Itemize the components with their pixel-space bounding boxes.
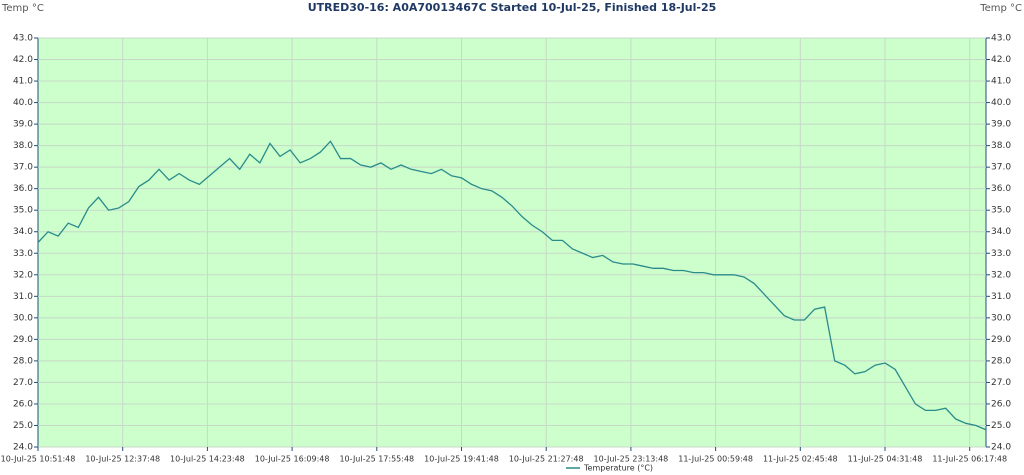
y-tick-label: 39.0 bbox=[13, 120, 33, 130]
x-tick-label: 11-Jul-25 00:59:48 bbox=[678, 455, 753, 464]
y-axis-title: Temp °C bbox=[1, 3, 44, 14]
y2-tick-label: 43.0 bbox=[991, 34, 1011, 44]
y-tick-label: 26.0 bbox=[13, 399, 33, 409]
y-tick-label: 31.0 bbox=[13, 292, 33, 302]
y-tick-label: 24.0 bbox=[13, 443, 33, 453]
x-tick-label: 10-Jul-25 12:37:48 bbox=[85, 455, 160, 464]
y2-tick-label: 30.0 bbox=[991, 313, 1011, 323]
y2-tick-label: 40.0 bbox=[991, 98, 1011, 108]
y-tick-label: 36.0 bbox=[13, 184, 33, 194]
y2-tick-label: 25.0 bbox=[991, 421, 1011, 431]
y2-tick-label: 39.0 bbox=[991, 120, 1011, 130]
y2-tick-label: 32.0 bbox=[991, 270, 1011, 280]
plot-area bbox=[37, 37, 987, 448]
chart-title: UTRED30-16: A0A70013467C Started 10-Jul-… bbox=[308, 1, 717, 14]
x-tick-label: 11-Jul-25 06:17:48 bbox=[932, 455, 1007, 464]
y-tick-label: 32.0 bbox=[13, 270, 33, 280]
y-tick-label: 40.0 bbox=[13, 98, 33, 108]
y-tick-label: 42.0 bbox=[13, 55, 33, 65]
y-tick-label: 33.0 bbox=[13, 249, 33, 259]
y2-tick-label: 36.0 bbox=[991, 184, 1011, 194]
x-tick-label: 10-Jul-25 21:27:48 bbox=[509, 455, 584, 464]
temperature-line bbox=[37, 140, 987, 431]
y-tick-label: 30.0 bbox=[13, 313, 33, 323]
y2-tick-label: 26.0 bbox=[991, 399, 1011, 409]
y2-tick-label: 35.0 bbox=[991, 206, 1011, 216]
y2-tick-label: 42.0 bbox=[991, 55, 1011, 65]
y2-tick-label: 31.0 bbox=[991, 292, 1011, 302]
y-tick-label: 41.0 bbox=[13, 77, 33, 87]
y2-tick-label: 41.0 bbox=[991, 77, 1011, 87]
y2-tick-label: 29.0 bbox=[991, 335, 1011, 345]
y2-tick-label: 28.0 bbox=[991, 356, 1011, 366]
y-tick-label: 43.0 bbox=[13, 34, 33, 44]
y-tick-label: 35.0 bbox=[13, 206, 33, 216]
x-tick-label: 11-Jul-25 04:31:48 bbox=[848, 455, 923, 464]
y-tick-label: 29.0 bbox=[13, 335, 33, 345]
y2-tick-label: 27.0 bbox=[991, 378, 1011, 388]
x-tick-label: 10-Jul-25 17:55:48 bbox=[339, 455, 414, 464]
y-tick-label: 28.0 bbox=[13, 356, 33, 366]
y-tick-label: 34.0 bbox=[13, 227, 33, 237]
y2-tick-label: 38.0 bbox=[991, 141, 1011, 151]
y-tick-label: 25.0 bbox=[13, 421, 33, 431]
y-tick-label: 37.0 bbox=[13, 163, 33, 173]
y2-tick-label: 24.0 bbox=[991, 443, 1011, 453]
x-tick-label: 11-Jul-25 02:45:48 bbox=[763, 455, 838, 464]
x-tick-label: 10-Jul-25 16:09:48 bbox=[255, 455, 330, 464]
y2-tick-label: 33.0 bbox=[991, 249, 1011, 259]
x-tick-label: 10-Jul-25 10:51:48 bbox=[1, 455, 76, 464]
y2-tick-label: 37.0 bbox=[991, 163, 1011, 173]
y2-tick-label: 34.0 bbox=[991, 227, 1011, 237]
y-tick-label: 27.0 bbox=[13, 378, 33, 388]
legend-label: Temperature (°C) bbox=[583, 464, 653, 473]
y-tick-label: 38.0 bbox=[13, 141, 33, 151]
y2-axis-title: Temp °C bbox=[979, 3, 1022, 14]
x-tick-label: 10-Jul-25 19:41:48 bbox=[424, 455, 499, 464]
x-tick-label: 10-Jul-25 14:23:48 bbox=[170, 455, 245, 464]
x-tick-label: 10-Jul-25 23:13:48 bbox=[594, 455, 669, 464]
